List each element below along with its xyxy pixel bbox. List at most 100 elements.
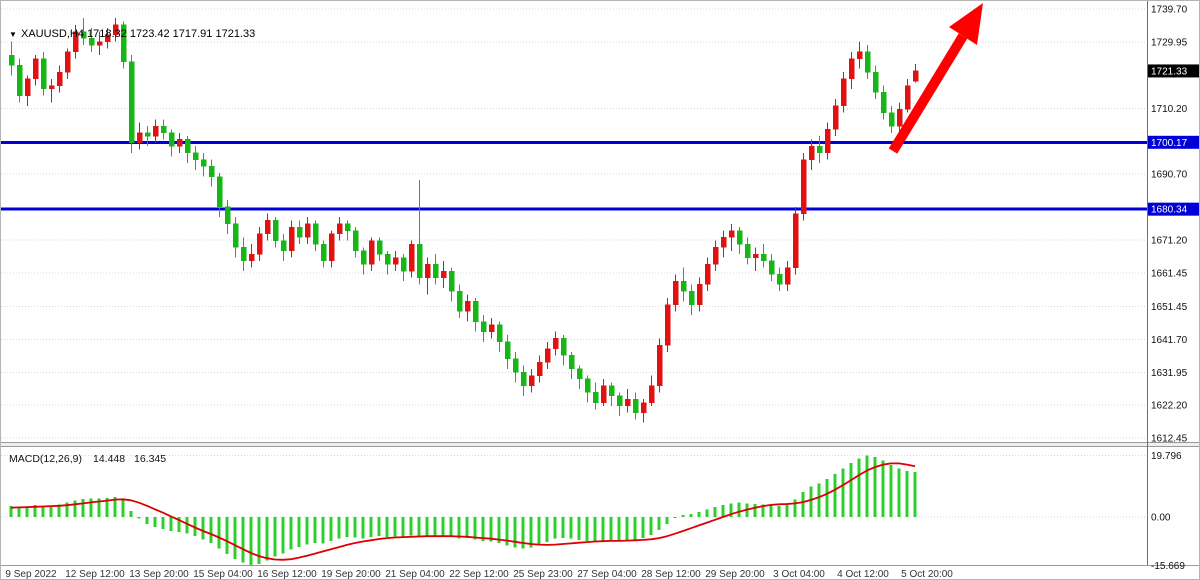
macd-histogram-bar xyxy=(601,517,605,541)
time-axis-label: 13 Sep 20:00 xyxy=(129,569,189,580)
candle xyxy=(680,280,687,292)
arrow-shaft xyxy=(888,33,968,154)
macd-histogram-bar xyxy=(553,517,557,539)
candle xyxy=(96,41,103,46)
macd-histogram-bar xyxy=(97,498,101,517)
macd-signal-line xyxy=(10,462,916,561)
candle xyxy=(664,304,671,346)
macd-histogram-bar xyxy=(577,517,581,540)
macd-histogram-bar xyxy=(217,517,221,549)
candle xyxy=(184,139,191,154)
level-price-tag xyxy=(1148,202,1199,216)
macd-histogram-bar xyxy=(273,517,277,557)
macd-histogram-bar xyxy=(721,505,725,517)
macd-axis-label: -15.669 xyxy=(1151,561,1185,572)
macd-axis: 19.796 0.00 -15.669 xyxy=(1151,451,1185,572)
candle xyxy=(136,132,143,144)
macd-indicator-label: MACD(12,26,9) xyxy=(9,453,82,465)
candle xyxy=(392,257,399,265)
candle xyxy=(656,344,663,386)
time-axis-label: 28 Sep 12:00 xyxy=(641,569,701,580)
candle xyxy=(432,264,439,278)
macd-histogram-bar xyxy=(873,456,877,517)
candle xyxy=(888,112,895,127)
candle xyxy=(176,139,183,147)
candle xyxy=(128,61,135,144)
macd-histogram-bar xyxy=(105,497,109,517)
macd-axis-label: 19.796 xyxy=(1151,451,1182,462)
macd-histogram-bar xyxy=(761,504,765,517)
candle xyxy=(776,274,783,285)
level-price-tag-label: 1700.17 xyxy=(1151,138,1188,149)
macd-histogram-bar xyxy=(569,517,573,539)
candle xyxy=(216,176,223,208)
candle xyxy=(200,159,207,167)
candle xyxy=(840,78,847,107)
candle xyxy=(88,38,95,46)
candle xyxy=(600,385,607,403)
support-resistance-lines[interactable] xyxy=(1,140,1147,211)
time-axis-label: 29 Sep 20:00 xyxy=(705,569,765,580)
candle xyxy=(552,338,559,349)
candle xyxy=(32,58,39,80)
macd-histogram-bar xyxy=(81,499,85,517)
candle xyxy=(104,34,111,42)
symbol-dropdown-icon[interactable]: ▼ xyxy=(9,30,17,39)
macd-histogram-bar xyxy=(753,503,757,517)
macd-histogram-bar xyxy=(481,517,485,542)
candle xyxy=(608,385,615,397)
time-axis[interactable]: 9 Sep 2022 12 Sep 12:00 13 Sep 20:00 15 Sep… xyxy=(5,569,953,580)
candle xyxy=(472,301,479,322)
candle xyxy=(352,230,359,252)
macd-pane[interactable] xyxy=(1,455,1147,567)
macd-histogram-bar xyxy=(865,455,869,517)
macd-histogram-bar xyxy=(737,502,741,517)
candle xyxy=(792,213,799,268)
price-chart-pane[interactable] xyxy=(8,18,919,423)
macd-histogram-bar xyxy=(129,510,133,517)
candle xyxy=(56,71,63,86)
time-axis-label: 27 Sep 04:00 xyxy=(577,569,637,580)
macd-histogram-bar xyxy=(281,517,285,554)
candle xyxy=(832,105,839,130)
time-axis-label: 19 Sep 20:00 xyxy=(321,569,381,580)
candle xyxy=(856,51,863,59)
macd-histogram-bar xyxy=(401,517,405,538)
price-axis-label: 1661.45 xyxy=(1151,268,1188,279)
candle xyxy=(736,230,743,245)
candle xyxy=(120,24,127,63)
macd-histogram-bar xyxy=(321,517,325,544)
candle xyxy=(344,223,351,231)
time-axis-label: 25 Sep 23:00 xyxy=(513,569,573,580)
macd-histogram-bar xyxy=(729,503,733,517)
macd-histogram-bar xyxy=(705,509,709,517)
candle xyxy=(704,264,711,285)
macd-histogram-bar xyxy=(665,517,669,524)
macd-histogram-bar xyxy=(113,496,117,517)
macd-histogram-bar xyxy=(121,499,125,517)
macd-histogram-bar xyxy=(593,517,597,542)
axis-frame xyxy=(1,1,1199,566)
price-axis-label: 1612.45 xyxy=(1151,434,1188,445)
candle xyxy=(192,152,199,160)
macd-signal-value: 16.345 xyxy=(134,453,166,465)
candle xyxy=(480,321,487,332)
macd-histogram-bar xyxy=(841,468,845,517)
candle xyxy=(424,264,431,278)
candle xyxy=(256,233,263,255)
macd-histogram-bar xyxy=(49,506,53,517)
macd-histogram-bar xyxy=(809,486,813,517)
grid-lines xyxy=(1,8,1147,439)
macd-histogram-bar xyxy=(785,504,789,517)
candle xyxy=(496,324,503,343)
pane-splitter[interactable] xyxy=(1,442,1200,447)
candle xyxy=(592,392,599,403)
candle xyxy=(144,132,151,137)
price-axis[interactable]: 1739.70 1729.95 1710.20 1690.70 1671.20 1661.… xyxy=(1151,5,1188,445)
candle xyxy=(296,226,303,238)
price-axis-label: 1631.95 xyxy=(1151,368,1188,379)
candle xyxy=(768,260,775,275)
bullish-arrow-annotation[interactable] xyxy=(888,3,983,154)
macd-histogram-bar xyxy=(425,517,429,536)
time-axis-label: 12 Sep 12:00 xyxy=(65,569,125,580)
